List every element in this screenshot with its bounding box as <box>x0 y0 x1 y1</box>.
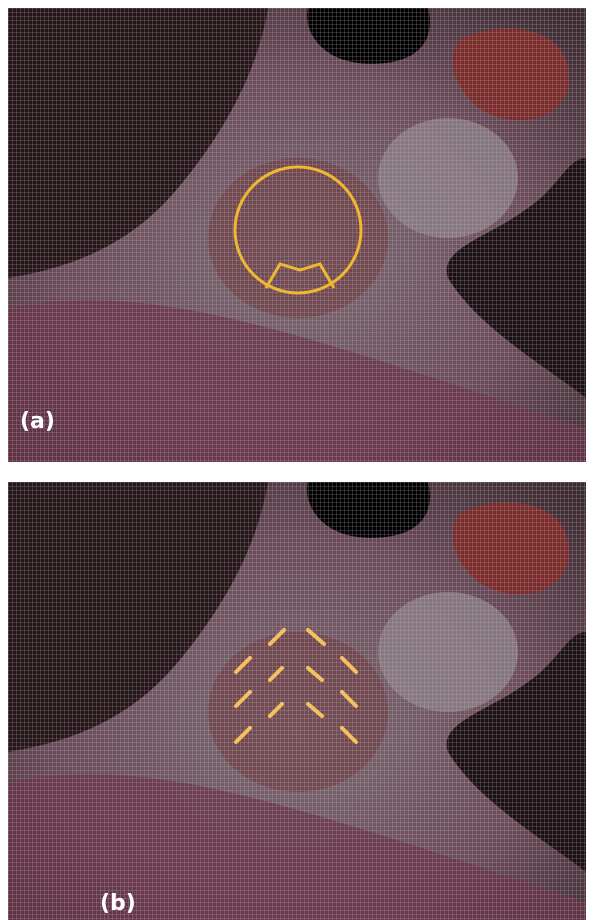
figure: (a) (b) <box>0 0 593 920</box>
panel-label: (b) <box>100 891 136 916</box>
panel-label: (a) <box>20 409 55 434</box>
panel-b: (b) <box>8 482 586 920</box>
page: (a) (b) (() => { const data = JSON.parse… <box>0 0 593 920</box>
panel-a: (a) <box>8 8 586 462</box>
